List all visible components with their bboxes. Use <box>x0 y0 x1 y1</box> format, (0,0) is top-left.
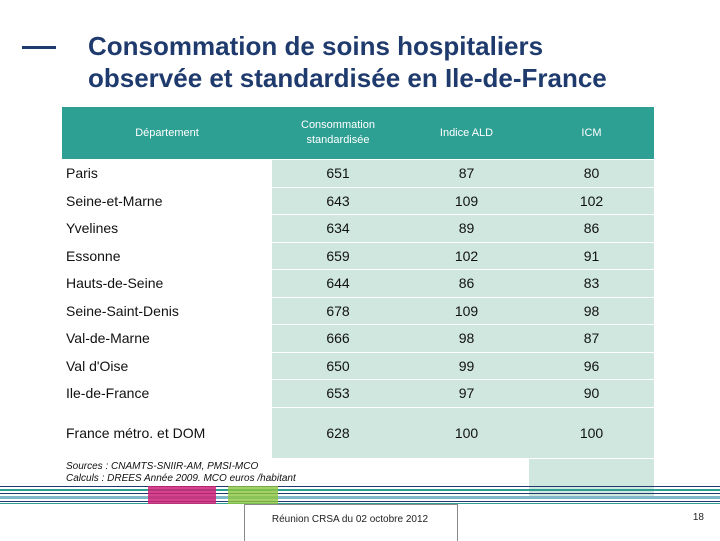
header-indice-ald: Indice ALD <box>404 107 529 160</box>
cell-indice-ald: 98 <box>404 324 529 352</box>
cell-indice-ald: 86 <box>404 269 529 297</box>
cell-departement: Paris <box>62 159 272 187</box>
cell-departement: France métro. et DOM <box>62 406 272 458</box>
cell-departement: Val d'Oise <box>62 351 272 380</box>
table-row: Val d'Oise 650 99 96 <box>62 351 654 380</box>
cell-consommation: 678 <box>272 296 404 325</box>
cell-indice-ald: 87 <box>404 159 529 187</box>
cell-consommation: 653 <box>272 379 404 407</box>
cell-departement: Ile-de-France <box>62 379 272 407</box>
table-row: Yvelines 634 89 86 <box>62 214 654 242</box>
table-row: Paris 651 87 80 <box>62 159 654 187</box>
cell-departement: Val-de-Marne <box>62 324 272 352</box>
cell-icm: 91 <box>529 241 654 270</box>
cell-departement: Seine-Saint-Denis <box>62 296 272 325</box>
table-row: Seine-Saint-Denis 678 109 98 <box>62 296 654 325</box>
cell-indice-ald: 100 <box>404 406 529 458</box>
table-row: Essonne 659 102 91 <box>62 241 654 270</box>
header-consommation: Consommation standardisée <box>272 107 404 160</box>
empty-cell <box>529 457 654 499</box>
cell-consommation: 651 <box>272 159 404 187</box>
slide-title-line-1: Consommation de soins hospitaliers <box>88 31 544 61</box>
cell-consommation: 659 <box>272 241 404 270</box>
table-row: Ile-de-France 653 97 90 <box>62 379 654 407</box>
cell-icm: 83 <box>529 269 654 297</box>
footer-stripes <box>0 486 720 504</box>
cell-consommation: 628 <box>272 406 404 458</box>
source-note: Sources : CNAMTS-SNIIR-AM, PMSI-MCO Calc… <box>62 457 529 499</box>
cell-icm: 87 <box>529 324 654 352</box>
table-row: Seine-et-Marne 643 109 102 <box>62 186 654 215</box>
cell-departement: Yvelines <box>62 214 272 242</box>
cell-consommation: 650 <box>272 351 404 380</box>
cell-consommation: 666 <box>272 324 404 352</box>
footer-accent-pink <box>148 486 216 504</box>
page-number: 18 <box>692 512 704 523</box>
header-departement: Département <box>62 107 272 160</box>
table-row: France métro. et DOM 628 100 100 <box>62 406 654 458</box>
cell-departement: Hauts-de-Seine <box>62 269 272 297</box>
source-line-1: Sources : CNAMTS-SNIIR-AM, PMSI-MCO <box>66 460 259 472</box>
cell-indice-ald: 99 <box>404 351 529 380</box>
cell-indice-ald: 89 <box>404 214 529 242</box>
cell-consommation: 634 <box>272 214 404 242</box>
cell-indice-ald: 102 <box>404 241 529 270</box>
cell-indice-ald: 97 <box>404 379 529 407</box>
cell-indice-ald: 109 <box>404 296 529 325</box>
cell-icm: 80 <box>529 159 654 187</box>
footer-text: Réunion CRSA du 02 octobre 2012 <box>271 514 429 525</box>
source-line-2: Calculs : DREES Année 2009. MCO euros /h… <box>66 472 296 484</box>
footer-box <box>244 504 458 541</box>
cell-icm: 90 <box>529 379 654 407</box>
table-header-row: Département Consommation standardisée In… <box>62 107 654 160</box>
cell-departement: Seine-et-Marne <box>62 186 272 215</box>
consumption-table: Département Consommation standardisée In… <box>62 107 654 499</box>
cell-icm: 102 <box>529 186 654 215</box>
title-dash-decoration <box>22 46 56 49</box>
source-row: Sources : CNAMTS-SNIIR-AM, PMSI-MCO Calc… <box>62 457 654 499</box>
table-row: Hauts-de-Seine 644 86 83 <box>62 269 654 297</box>
footer-accent-green <box>228 486 278 504</box>
cell-indice-ald: 109 <box>404 186 529 215</box>
cell-departement: Essonne <box>62 241 272 270</box>
cell-consommation: 643 <box>272 186 404 215</box>
cell-icm: 98 <box>529 296 654 325</box>
header-icm: ICM <box>529 107 654 160</box>
cell-icm: 86 <box>529 214 654 242</box>
cell-icm: 96 <box>529 351 654 380</box>
slide-title: Consommation de soins hospitaliers obser… <box>88 30 708 94</box>
table-row: Val-de-Marne 666 98 87 <box>62 324 654 352</box>
slide-title-line-2: observée et standardisée en Ile-de-Franc… <box>88 63 607 93</box>
cell-icm: 100 <box>529 406 654 458</box>
cell-consommation: 644 <box>272 269 404 297</box>
